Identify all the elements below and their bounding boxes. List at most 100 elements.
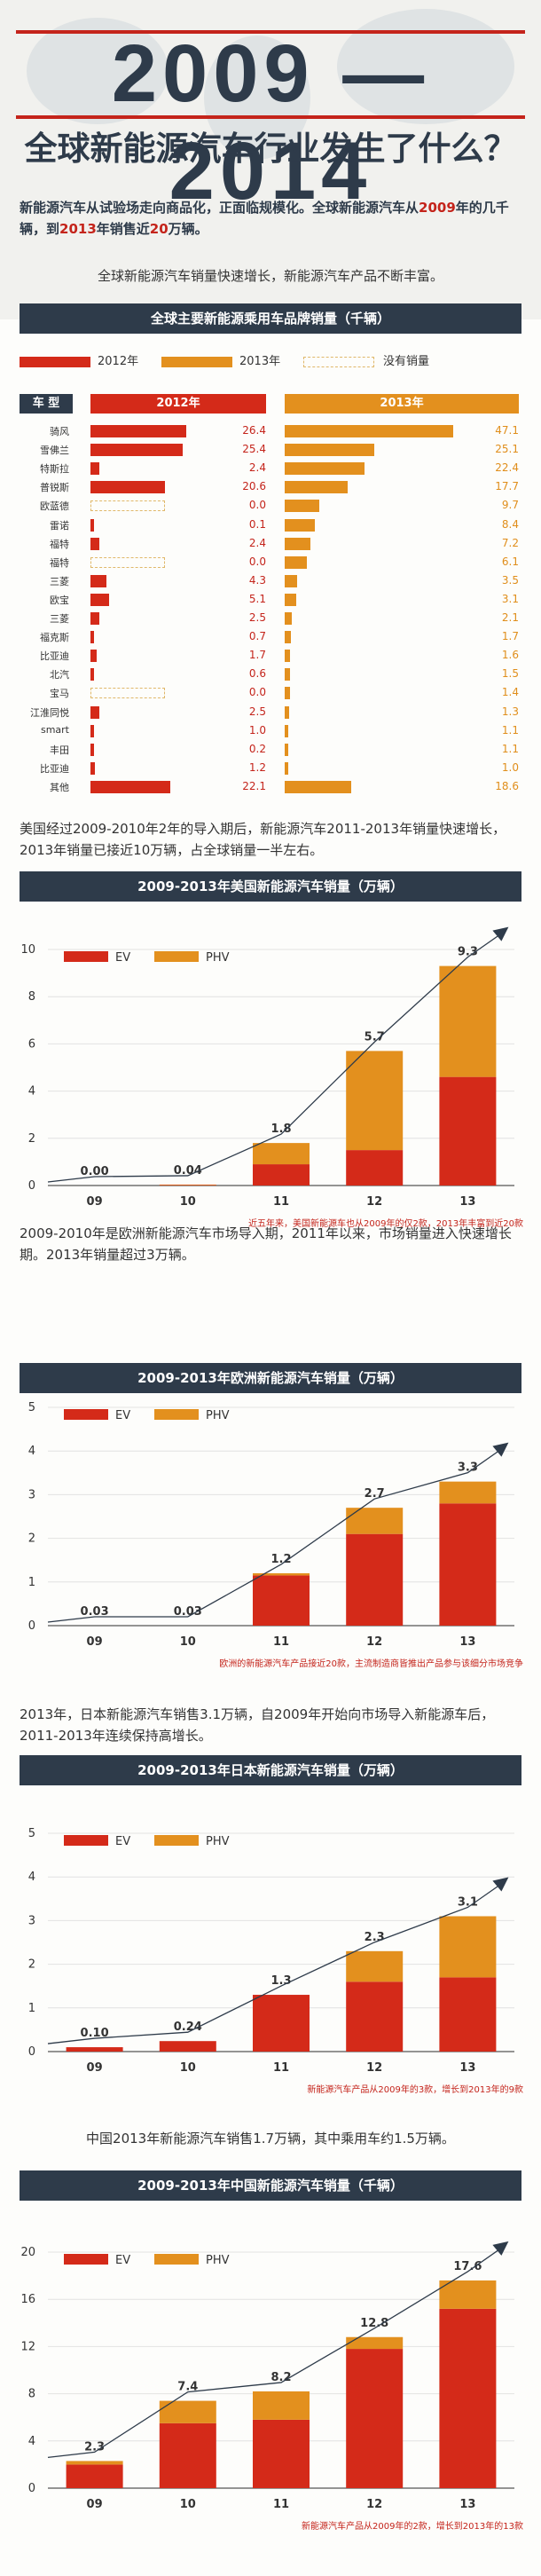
bar-ev [346,1981,404,2052]
x-tick-label: 10 [180,1635,196,1649]
bar-phv [346,1950,404,1982]
desc-highlight: 20 [149,221,169,237]
chart-note: 新能源汽车产品从2009年的3款，增长到2013年的9款 [307,2084,523,2095]
bar-phv [253,2391,310,2420]
cn-chart-title: 2009-2013年中国新能源汽车销量（千辆） [20,2170,521,2201]
bar-2012 [90,724,95,737]
bar-phv [439,2280,497,2309]
bar-2012 [90,650,97,663]
y-tick-label: 5 [28,1827,35,1840]
hero-bottom-rule [16,115,525,119]
bar-phv [66,2461,123,2465]
value-2013: 1.6 [501,649,519,662]
total-label: 0.03 [81,1605,109,1619]
bar-2013 [285,780,352,793]
bar-2013 [285,668,291,681]
legend-label-ev: EV [115,2254,130,2267]
value-2013: 1.4 [501,686,519,699]
jp-paragraph: 2013年，日本新能源汽车销售3.1万辆，自2009年开始向市场导入新能源车后，… [20,1706,495,1744]
bar-2013 [285,743,289,756]
value-2013: 2.1 [501,611,519,624]
bar-2013 [285,518,315,532]
y-tick-label: 8 [28,990,35,1004]
bar-2012 [90,518,94,532]
bar-ev [66,2464,123,2488]
bar-ev [66,2047,123,2052]
x-tick-label: 13 [459,2498,475,2511]
x-tick-label: 11 [273,1635,289,1649]
value-2012: 0.0 [248,499,266,512]
eu-paragraph: 2009-2010年是欧洲新能源汽车市场导入期，2011年以来，市场销量进入快速… [20,1225,512,1263]
y-tick-label: 1 [28,1576,35,1589]
jp-chart-title: 2009-2013年日本新能源汽车销量（万辆） [20,1755,521,1785]
legend-swatch-phv [154,951,199,962]
y-tick-label: 4 [28,2435,35,2448]
legend-label-none: 没有销量 [383,355,430,368]
bar-phv [346,2336,404,2350]
value-2012: 4.3 [248,573,266,587]
trend-arrowhead [492,1442,509,1457]
legend-label-phv: PHV [206,2254,230,2267]
hero-year-text: 2009 — 2014 [111,28,430,217]
brand-label: 三菱 [50,613,69,625]
y-tick-label: 0 [28,2482,35,2495]
bar-2013 [285,650,291,663]
value-2013: 22.4 [495,461,519,475]
value-2012: 0.0 [248,686,266,699]
y-tick-label: 16 [20,2293,35,2306]
col-header-2012: 2012年 [90,394,266,414]
total-label: 0.00 [81,1165,109,1178]
y-tick-label: 2 [28,1132,35,1146]
value-2013: 1.1 [501,742,519,755]
chart-note: 欧洲的新能源汽车产品接近20款，主流制造商皆推出产品参与该细分市场竞争 [219,1658,523,1669]
value-2012: 0.2 [248,742,266,755]
desc-part: 年的几千辆，到 [20,200,509,237]
legend-swatch-ev [64,1835,108,1846]
value-2012: 1.0 [248,723,266,737]
legend-swatch-phv [154,1835,199,1846]
legend-swatch-ev [64,951,108,962]
chart-note: 近五年来，美国新能源车也从2009年的仅2款，2013年丰富到近20款 [248,1217,523,1229]
total-label: 0.04 [174,1164,202,1178]
world-map-shape [204,35,310,160]
x-tick-label: 12 [366,1635,382,1649]
trend-line [47,1881,504,2044]
legend-label-2013: 2013年 [239,355,281,368]
value-2013: 8.4 [501,517,519,531]
y-tick-label: 4 [28,1871,35,1884]
bar-2012-none [90,500,165,512]
trend-line [47,1447,504,1623]
brand-label: smart [40,723,69,736]
brand-label: 欧宝 [50,594,69,606]
legend-swatch-2013 [161,357,232,367]
bar-2013 [285,500,320,513]
x-tick-label: 09 [87,1635,103,1649]
value-2013: 1.7 [501,630,519,643]
total-label: 12.8 [360,2317,388,2330]
brand-label: 比亚迪 [40,762,69,775]
total-label: 5.7 [365,1030,385,1044]
legend-label-phv: PHV [206,1409,230,1422]
cn-paragraph: 中国2013年新能源汽车销售1.7万辆，其中乘用车约1.5万辆。 [86,2131,455,2147]
legend-swatch-ev [64,1409,108,1420]
bar-2012 [90,780,171,793]
bar-2013 [285,481,349,494]
trend-line [47,2246,504,2459]
y-tick-label: 6 [28,1037,35,1051]
bar-ev [439,1977,497,2052]
bar-ev [253,2419,310,2488]
bar-2013 [285,425,453,437]
hero-top-rule [16,30,525,34]
hero-subtitle: 全球新能源汽车行业发生了什么？ [24,130,517,168]
bar-phv [439,965,497,1077]
x-tick-label: 09 [87,1195,103,1209]
chart-note: 新能源汽车产品从2009年的2款，增长到2013年的13款 [302,2520,523,2532]
total-label: 8.2 [270,2371,291,2384]
bar-ev [439,2308,497,2488]
col-header-2013: 2013年 [285,394,519,414]
legend-label-ev: EV [115,1835,130,1848]
bar-2012 [90,705,100,719]
value-2013: 47.1 [495,424,519,437]
intro-text: 全球新能源汽车销量快速增长，新能源汽车产品不断丰富。 [97,268,443,284]
